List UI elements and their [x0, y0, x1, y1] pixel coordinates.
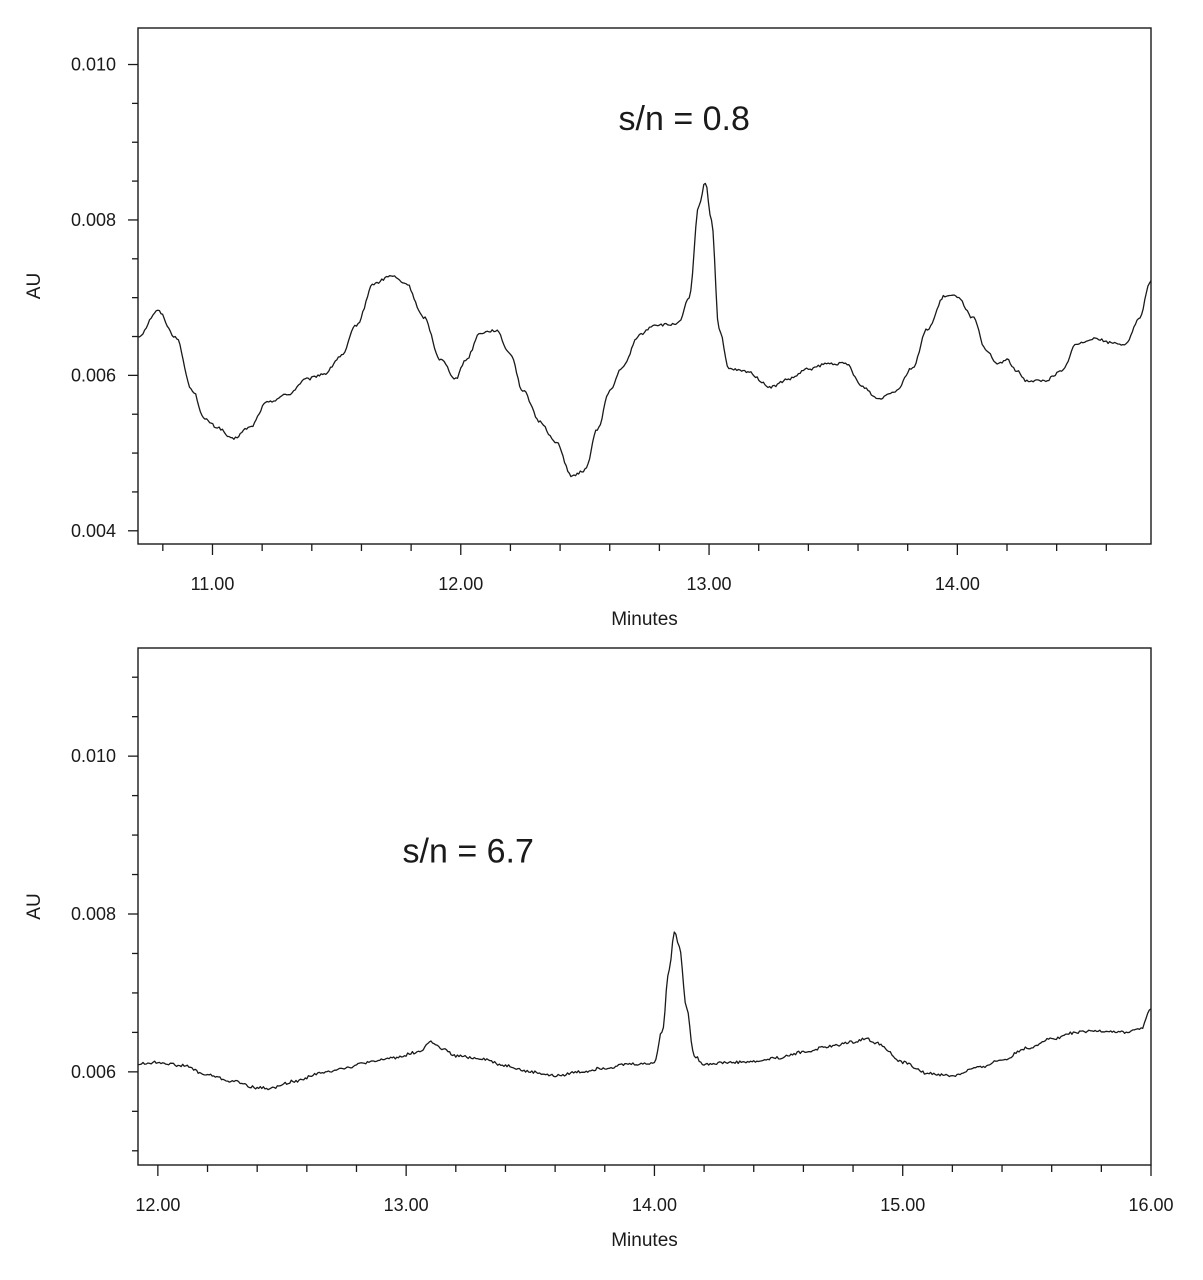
- y-tick-label: 0.004: [71, 521, 116, 541]
- bottom-chromatogram-chart: 0.006 0.008 0.010 12.00 13.00 14.00 15.00 16.00…: [24, 647, 1174, 1251]
- x-tick-label: 13.00: [687, 574, 732, 594]
- x-tick-label: 12.00: [135, 1195, 180, 1215]
- x-tick-label: 12.00: [438, 574, 483, 594]
- plot-frame: [137, 647, 1152, 1166]
- chromatogram-trace: [137, 931, 1152, 1091]
- x-tick-label: 11.00: [191, 574, 235, 594]
- y-axis-title: AU: [24, 893, 45, 919]
- x-tick-label: 14.00: [935, 574, 980, 594]
- x-tick-label: 16.00: [1128, 1195, 1173, 1215]
- y-tick-label: 0.010: [71, 746, 116, 766]
- y-tick-label: 0.008: [71, 904, 116, 924]
- chromatogram-trace: [138, 182, 1152, 478]
- y-axis-title: AU: [24, 273, 45, 299]
- plot-frame: [137, 27, 1152, 545]
- y-tick-label: 0.006: [71, 1062, 116, 1082]
- top-chromatogram-chart: 0.004 0.006 0.008 0.010 11.00 12.00 13.00 14.00…: [24, 27, 1152, 630]
- y-tick-label: 0.006: [71, 365, 116, 385]
- x-tick-label: 14.00: [632, 1195, 677, 1215]
- y-tick-label: 0.008: [71, 210, 116, 230]
- x-axis-title: Minutes: [611, 609, 678, 630]
- x-axis-title: Minutes: [611, 1230, 678, 1251]
- x-tick-label: 13.00: [384, 1195, 429, 1215]
- signal-to-noise-annotation: s/n = 0.8: [619, 100, 750, 138]
- x-tick-label: 15.00: [880, 1195, 925, 1215]
- y-tick-label: 0.010: [71, 55, 116, 75]
- signal-to-noise-annotation: s/n = 6.7: [403, 833, 534, 871]
